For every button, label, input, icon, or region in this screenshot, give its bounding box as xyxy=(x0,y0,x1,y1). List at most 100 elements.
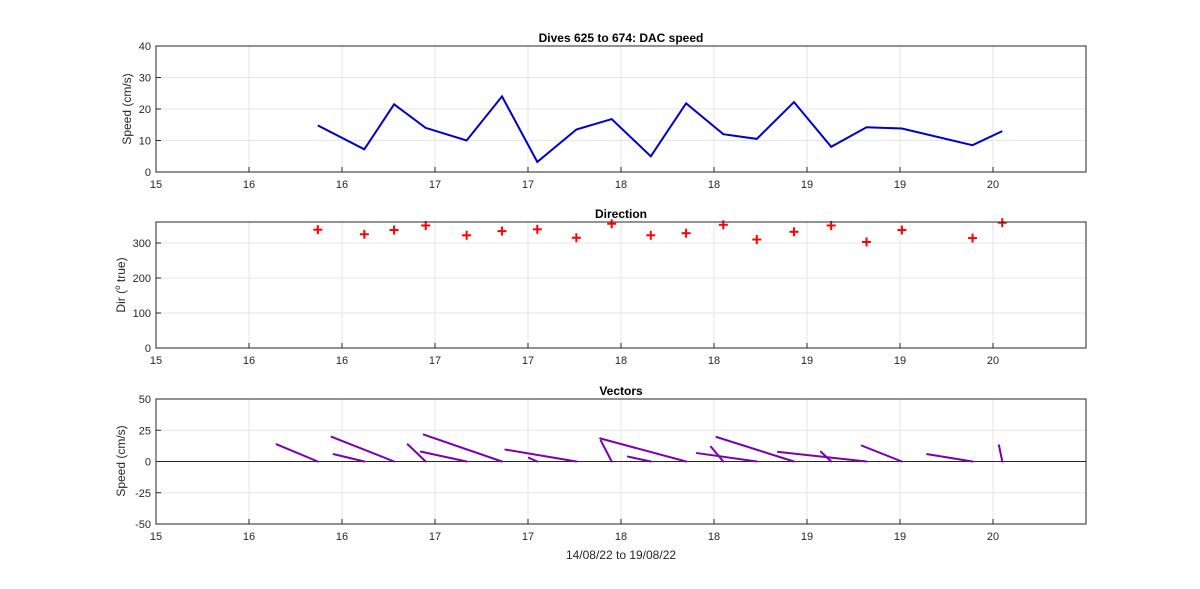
direction-xtick-label: 17 xyxy=(522,355,534,367)
direction-point xyxy=(968,233,978,243)
direction-point xyxy=(681,228,691,238)
direction-point xyxy=(389,225,399,235)
vectors-xtick-label: 17 xyxy=(429,531,441,543)
direction-point xyxy=(462,230,472,240)
vectors-xtick-label: 16 xyxy=(243,531,255,543)
vector-segment xyxy=(695,452,758,463)
direction-point xyxy=(646,230,656,240)
vectors-ticks: 15 16 16 17 17 18 18 19 19 20 -50 -25 0 25 50 xyxy=(135,394,1087,543)
vectors-series xyxy=(156,433,1086,463)
direction-point xyxy=(997,218,1007,228)
vectors-ytick-label: -50 xyxy=(135,519,151,531)
vector-segment xyxy=(926,453,974,463)
vectors-ytick-label: 50 xyxy=(139,394,151,406)
direction-xtick-label: 16 xyxy=(336,355,348,367)
speed-xtick-label: 19 xyxy=(894,179,906,191)
speed-line xyxy=(317,94,1003,164)
speed-xtick-label: 19 xyxy=(801,179,813,191)
direction-ytick-label: 200 xyxy=(133,273,151,285)
direction-ytick-label: 0 xyxy=(145,343,151,355)
direction-ylabel-sup: o xyxy=(113,285,122,290)
vector-segment xyxy=(626,455,652,463)
speed-ticks: 15 16 16 17 17 18 18 19 19 20 0 10 20 30 40 xyxy=(139,41,1087,191)
vectors-ytick-label: -25 xyxy=(135,488,151,500)
speed-xtick-label: 16 xyxy=(336,179,348,191)
vector-segment xyxy=(504,448,578,463)
speed-ytick-label: 40 xyxy=(139,41,151,53)
vectors-xtick-label: 16 xyxy=(336,531,348,543)
vectors-xtick-label: 18 xyxy=(615,531,627,543)
speed-grid xyxy=(156,46,1086,172)
vector-segment xyxy=(860,444,903,463)
vector-segment xyxy=(599,437,688,463)
vectors-xlabel: 14/08/22 to 19/08/22 xyxy=(566,548,676,562)
direction-xtick-label: 18 xyxy=(615,355,627,367)
direction-series xyxy=(313,218,1007,247)
speed-ytick-label: 20 xyxy=(139,104,151,116)
vector-segment xyxy=(406,443,427,463)
direction-point xyxy=(607,219,617,229)
direction-point xyxy=(359,229,369,239)
speed-ytick-label: 30 xyxy=(139,73,151,85)
vector-segment xyxy=(330,435,396,463)
speed-ytick-label: 10 xyxy=(139,136,151,148)
vector-segment xyxy=(776,450,868,463)
direction-xtick-label: 19 xyxy=(801,355,813,367)
vectors-ylabel: Speed (cm/s) xyxy=(114,425,128,496)
vector-segment xyxy=(422,433,503,463)
direction-ytick-label: 300 xyxy=(133,238,151,250)
direction-point xyxy=(752,235,762,244)
direction-point xyxy=(571,233,581,243)
direction-point xyxy=(532,224,542,234)
vectors-xtick-label: 19 xyxy=(801,531,813,543)
direction-ytick-label: 100 xyxy=(133,308,151,320)
vectors-xtick-label: 17 xyxy=(522,531,534,543)
vector-segment xyxy=(997,444,1004,463)
direction-point xyxy=(497,226,507,236)
direction-ylabel: Dir (o true) xyxy=(113,257,128,312)
direction-xtick-label: 15 xyxy=(150,355,162,367)
direction-xtick-label: 17 xyxy=(429,355,441,367)
direction-xtick-label: 18 xyxy=(708,355,720,367)
vector-segment xyxy=(599,439,613,463)
vectors-title: Vectors xyxy=(599,384,643,398)
speed-ytick-label: 0 xyxy=(145,167,151,179)
direction-point xyxy=(313,225,323,235)
speed-title: Dives 625 to 674: DAC speed xyxy=(539,31,704,45)
direction-point xyxy=(897,225,907,235)
vector-segment xyxy=(709,445,725,463)
speed-xtick-label: 17 xyxy=(522,179,534,191)
direction-point xyxy=(789,227,799,237)
vector-segment xyxy=(332,453,366,463)
speed-xtick-label: 15 xyxy=(150,179,162,191)
vector-segment xyxy=(275,443,319,463)
direction-xtick-label: 16 xyxy=(243,355,255,367)
vector-segment xyxy=(419,450,468,463)
speed-series xyxy=(317,94,1003,164)
speed-xtick-label: 18 xyxy=(615,179,627,191)
vectors-xtick-label: 20 xyxy=(987,531,999,543)
speed-xtick-label: 16 xyxy=(243,179,255,191)
direction-point xyxy=(862,237,872,247)
direction-ylabel-tail: true) xyxy=(114,257,128,285)
direction-xtick-label: 19 xyxy=(894,355,906,367)
vector-segment xyxy=(715,435,795,463)
direction-title: Direction xyxy=(595,207,647,221)
direction-xtick-label: 20 xyxy=(987,355,999,367)
vector-segment xyxy=(527,456,539,463)
speed-xtick-label: 18 xyxy=(708,179,720,191)
speed-panel: 15 16 16 17 17 18 18 19 19 20 0 10 20 30 40 Dives 625 … xyxy=(120,31,1087,191)
speed-xtick-label: 17 xyxy=(429,179,441,191)
vectors-xtick-label: 19 xyxy=(894,531,906,543)
speed-ylabel: Speed (cm/s) xyxy=(120,73,134,144)
direction-ylabel-main: Dir ( xyxy=(114,290,128,313)
vectors-xtick-label: 15 xyxy=(150,531,162,543)
vectors-ytick-label: 25 xyxy=(139,425,151,437)
vectors-ytick-label: 0 xyxy=(145,457,151,469)
vectors-xtick-label: 18 xyxy=(708,531,720,543)
